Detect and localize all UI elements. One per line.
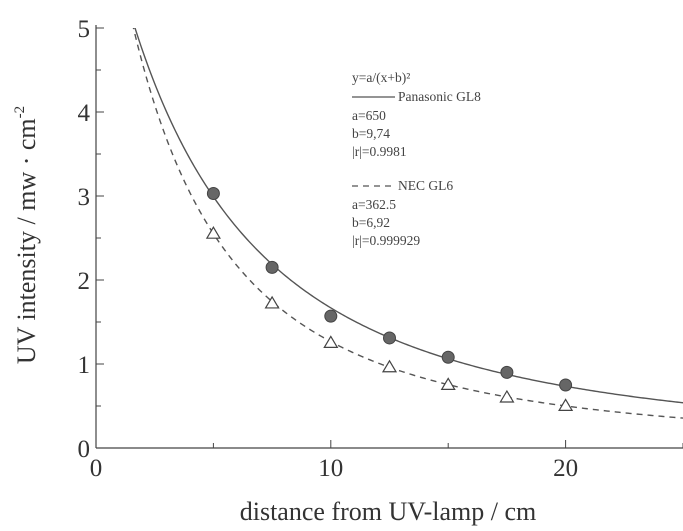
x-tick-label: 20 <box>553 455 578 482</box>
data-point-series2 <box>205 226 221 239</box>
data-point-series2 <box>264 295 280 309</box>
y-tick-label: 4 <box>78 100 91 127</box>
data-point-series1 <box>265 260 279 274</box>
legend-series-2-label: NEC GL6 <box>398 178 453 193</box>
data-points <box>205 186 574 411</box>
fit-curves <box>132 28 683 419</box>
legend-formula: y=a/(x+b)² <box>352 70 410 85</box>
legend-series-2-r: |r|=0.999929 <box>352 233 420 248</box>
legend: y=a/(x+b)² Panasonic GL8 a=650 b=9,74 |r… <box>352 70 481 248</box>
y-tick-label: 0 <box>78 436 91 463</box>
x-axis-label: distance from UV-lamp / cm <box>240 497 537 526</box>
data-point-series1 <box>500 365 514 379</box>
data-point-series1 <box>559 378 573 392</box>
data-point-series1 <box>206 186 220 200</box>
fit-curve-panasonic-gl8 <box>134 28 683 404</box>
fit-curve-nec-gl6 <box>132 28 683 419</box>
y-axis-label-main: UV intensity / mw · cm <box>12 118 41 364</box>
data-point-series2 <box>323 335 339 348</box>
data-point-series2 <box>381 359 398 373</box>
tick-labels: 0 1 2 3 4 5 0 10 20 <box>78 16 579 482</box>
y-axis-label: UV intensity / mw · cm-2 <box>12 106 41 364</box>
data-point-series2 <box>499 389 515 403</box>
data-point-series2 <box>440 377 456 390</box>
y-axis-label-exponent: -2 <box>12 106 28 119</box>
data-point-series1 <box>324 309 338 323</box>
y-tick-label: 2 <box>78 268 91 295</box>
y-tick-label: 1 <box>78 352 91 379</box>
axes <box>95 25 683 449</box>
legend-series-1-param-b: b=9,74 <box>352 126 390 141</box>
data-point-series1 <box>441 350 455 364</box>
y-tick-label: 3 <box>78 184 91 211</box>
legend-series-1-r: |r|=0.9981 <box>352 144 407 159</box>
data-point-series1 <box>383 331 396 345</box>
data-point-series2 <box>558 398 574 411</box>
y-tick-label: 5 <box>78 16 91 43</box>
legend-series-2-param-b: b=6,92 <box>352 215 390 230</box>
x-tick-label: 10 <box>318 455 343 482</box>
legend-series-1-label: Panasonic GL8 <box>398 89 481 104</box>
legend-series-1-param-a: a=650 <box>352 108 386 123</box>
legend-series-2-param-a: a=362.5 <box>352 197 396 212</box>
x-tick-label: 0 <box>90 455 103 482</box>
